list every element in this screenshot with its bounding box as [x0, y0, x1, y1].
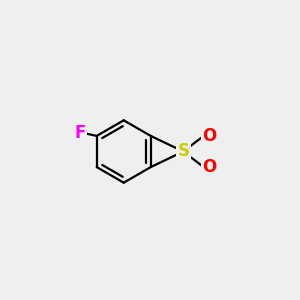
Text: F: F: [74, 124, 85, 142]
Text: S: S: [177, 142, 189, 160]
Text: O: O: [202, 158, 217, 175]
Text: O: O: [202, 128, 217, 146]
